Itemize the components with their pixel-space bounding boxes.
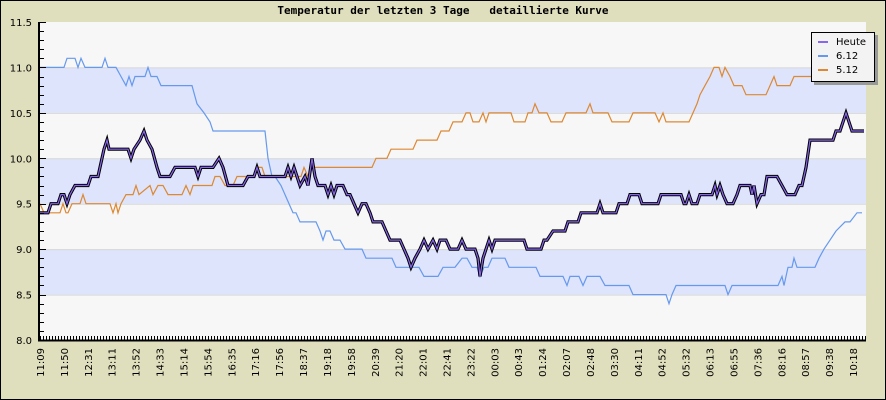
svg-text:08:57: 08:57 xyxy=(801,348,812,377)
svg-text:17:56: 17:56 xyxy=(275,348,286,377)
svg-text:21:20: 21:20 xyxy=(395,348,406,377)
svg-text:01:24: 01:24 xyxy=(538,348,549,377)
svg-text:19:58: 19:58 xyxy=(347,348,358,377)
legend-item-heute: Heute xyxy=(818,36,866,50)
axes: 8.0 8.5 9.0 9.5 10.0 10.5 11.0 11.5 11:09 11:50 12… xyxy=(10,18,866,377)
chart-legend: Heute 6.12 5.12 xyxy=(811,32,875,82)
svg-text:11:50: 11:50 xyxy=(60,348,71,377)
svg-text:11.0: 11.0 xyxy=(10,63,32,74)
svg-text:11.5: 11.5 xyxy=(10,18,32,29)
svg-text:04:52: 04:52 xyxy=(658,348,669,377)
svg-text:10.0: 10.0 xyxy=(10,154,32,165)
svg-text:03:30: 03:30 xyxy=(610,348,621,377)
svg-text:02:48: 02:48 xyxy=(586,348,597,377)
data-series xyxy=(39,56,864,306)
svg-text:8.0: 8.0 xyxy=(16,336,32,347)
svg-text:04:11: 04:11 xyxy=(634,348,645,377)
svg-text:8.5: 8.5 xyxy=(16,291,32,302)
svg-text:16:35: 16:35 xyxy=(227,348,238,377)
legend-swatch-icon xyxy=(818,69,828,71)
chart-title: Temperatur der letzten 3 Tage detaillier… xyxy=(277,4,609,17)
plot-background-bands xyxy=(40,22,866,340)
svg-text:06:13: 06:13 xyxy=(706,348,717,377)
svg-text:22:01: 22:01 xyxy=(419,348,430,377)
svg-text:11:09: 11:09 xyxy=(36,348,47,377)
svg-text:13:52: 13:52 xyxy=(132,348,143,377)
svg-text:14:33: 14:33 xyxy=(156,348,167,377)
svg-text:22:41: 22:41 xyxy=(443,348,454,377)
svg-text:15:54: 15:54 xyxy=(203,348,214,377)
legend-label: 5.12 xyxy=(836,65,859,76)
svg-text:19:18: 19:18 xyxy=(323,348,334,377)
svg-text:15:14: 15:14 xyxy=(179,348,190,377)
legend-label: Heute xyxy=(836,37,867,48)
svg-text:07:36: 07:36 xyxy=(753,348,764,377)
svg-text:10.5: 10.5 xyxy=(10,109,32,120)
svg-text:12:31: 12:31 xyxy=(84,348,95,377)
svg-text:00:03: 00:03 xyxy=(490,348,501,377)
legend-item-5-12: 5.12 xyxy=(818,64,858,78)
svg-text:13:11: 13:11 xyxy=(108,348,119,377)
svg-text:08:16: 08:16 xyxy=(777,348,788,377)
svg-text:23:22: 23:22 xyxy=(466,348,477,377)
legend-swatch-icon xyxy=(818,55,828,57)
svg-text:18:37: 18:37 xyxy=(299,348,310,377)
svg-text:17:16: 17:16 xyxy=(251,348,262,377)
legend-swatch-icon xyxy=(818,41,828,43)
svg-text:05:32: 05:32 xyxy=(682,348,693,377)
svg-text:02:07: 02:07 xyxy=(562,348,573,377)
svg-text:9.0: 9.0 xyxy=(16,245,32,256)
legend-label: 6.12 xyxy=(836,51,859,62)
svg-text:10:18: 10:18 xyxy=(849,348,860,377)
svg-text:9.5: 9.5 xyxy=(16,200,32,211)
svg-text:06:55: 06:55 xyxy=(729,348,740,377)
legend-item-6-12: 6.12 xyxy=(818,50,858,64)
svg-text:20:39: 20:39 xyxy=(371,348,382,377)
svg-text:00:43: 00:43 xyxy=(514,348,525,377)
svg-text:09:38: 09:38 xyxy=(825,348,836,377)
